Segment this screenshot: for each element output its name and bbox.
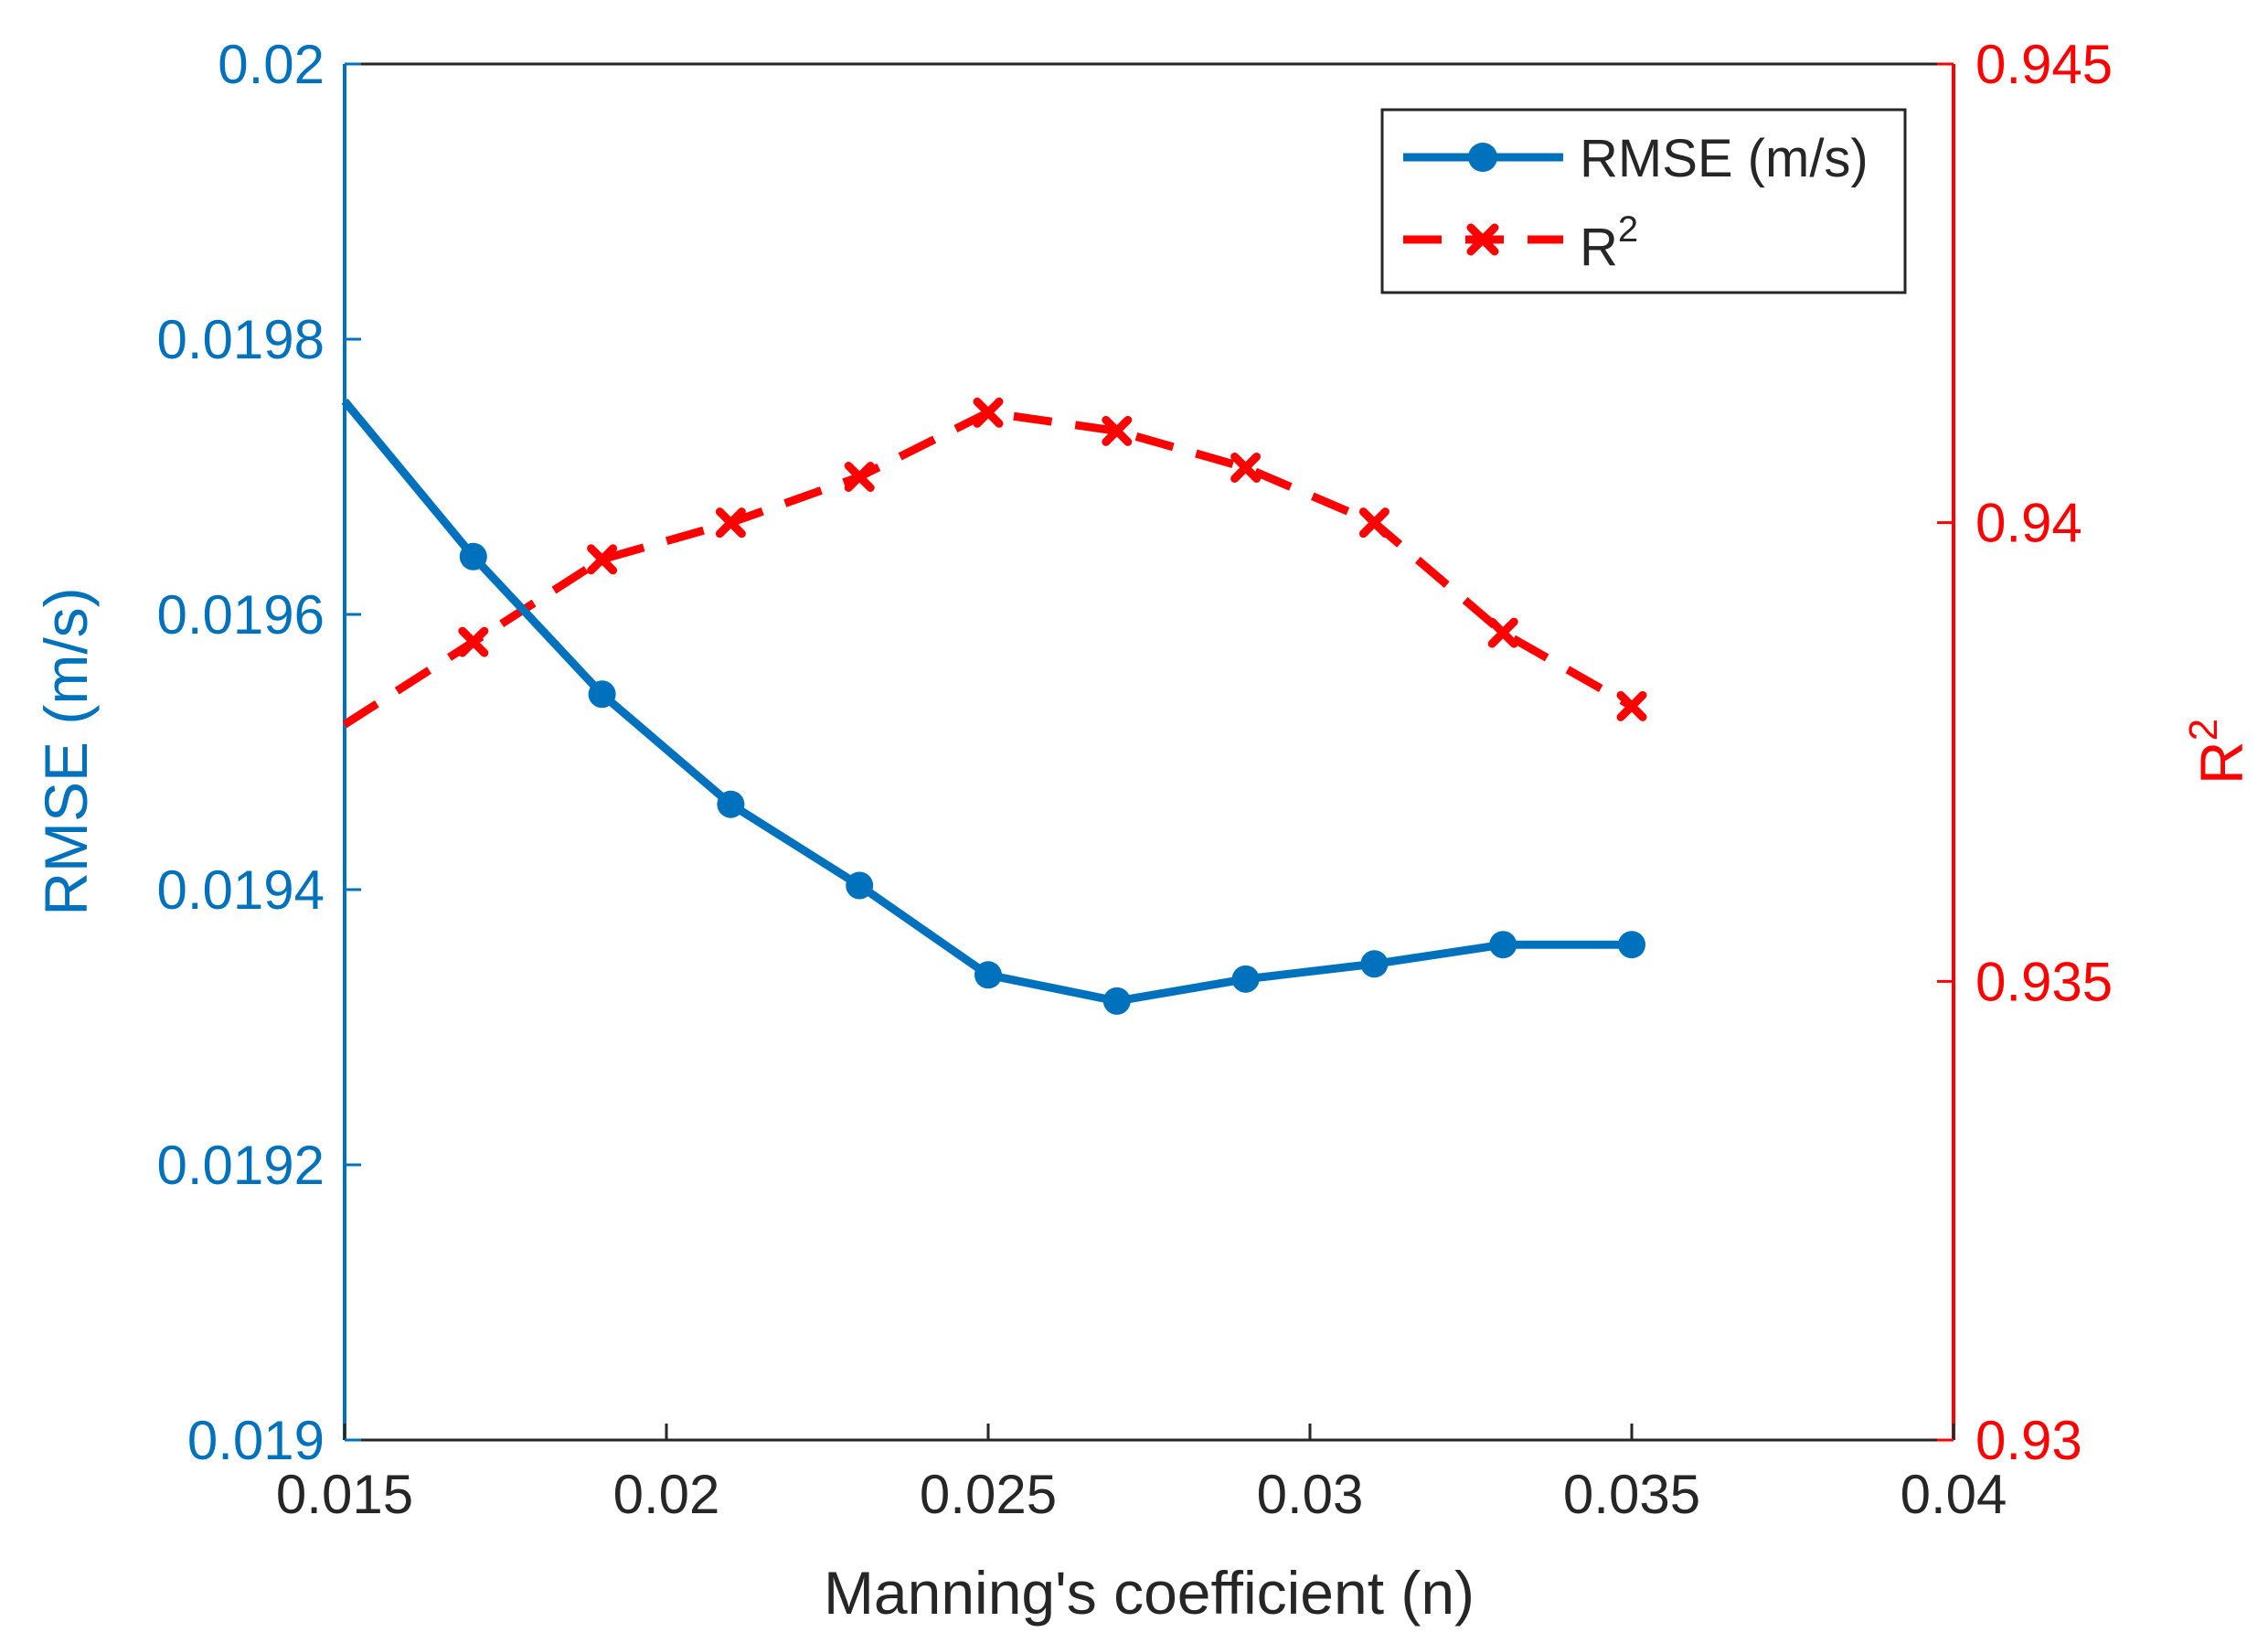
rmse-point (974, 961, 1002, 989)
y-axis-right-title-sup: 2 (2181, 719, 2226, 741)
rmse-point (459, 542, 487, 571)
series-rmse (341, 398, 1645, 1015)
r2-point (1102, 415, 1133, 446)
svg-text:R2: R2 (2181, 719, 2255, 784)
y-axis-right-ticks: 0.93 0.935 0.94 0.945 (1937, 34, 2113, 1471)
legend-box (1380, 108, 1907, 294)
x-tick-label: 0.035 (1563, 1464, 1700, 1525)
rmse-point (846, 871, 874, 900)
rmse-point (1618, 931, 1645, 959)
r2-point (1358, 507, 1390, 539)
rmse-point (1231, 965, 1260, 993)
y-left-tick-label: 0.0196 (156, 584, 325, 645)
y-axis-right-title-base: R (2188, 741, 2255, 784)
x-axis-title: Manning's coefficient (n) (824, 1559, 1475, 1627)
y-right-tick-label: 0.945 (1975, 34, 2113, 95)
r2-point (1616, 690, 1647, 721)
rmse-point (717, 790, 745, 818)
x-tick-label: 0.03 (1257, 1464, 1364, 1525)
y-left-tick-label: 0.019 (187, 1410, 325, 1471)
r2-point (1230, 452, 1262, 483)
r2-point (1487, 617, 1518, 648)
legend-r2-label: R2 (1580, 209, 1638, 277)
series-r2 (342, 397, 1647, 729)
y-right-tick-label: 0.93 (1975, 1410, 2082, 1471)
x-tick-label: 0.04 (1901, 1464, 2007, 1525)
r2-point (587, 544, 618, 575)
rmse-point (1489, 931, 1517, 959)
r2-point (973, 397, 1004, 428)
y-left-tick-label: 0.0198 (156, 309, 325, 370)
y-left-tick-label: 0.0194 (156, 859, 325, 921)
legend-r2-label-sup: 2 (1618, 209, 1638, 250)
x-tick-label: 0.025 (920, 1464, 1057, 1525)
y-axis-right-title: R2 (2181, 719, 2255, 784)
y-axis-left-ticks: 0.019 0.0192 0.0194 0.0196 0.0198 0.02 (156, 34, 361, 1471)
legend-r2-marker (1466, 223, 1499, 256)
y-right-tick-label: 0.94 (1975, 493, 2082, 554)
legend: RMSE (m/s) R2 (1380, 108, 1907, 294)
r2-point (715, 507, 746, 539)
rmse-point (1102, 987, 1131, 1015)
y-right-tick-label: 0.935 (1975, 951, 2113, 1012)
x-tick-label: 0.015 (276, 1464, 413, 1525)
rmse-point (1360, 950, 1389, 978)
x-axis-ticks: 0.015 0.02 0.025 0.03 0.035 0.04 (276, 1424, 2007, 1525)
x-tick-label: 0.02 (613, 1464, 720, 1525)
legend-rmse-label: RMSE (m/s) (1580, 129, 1869, 188)
legend-rmse-marker (1468, 143, 1497, 172)
y-axis-left-title: RMSE (m/s) (32, 587, 100, 915)
r2-point (458, 626, 489, 657)
y-left-tick-label: 0.02 (218, 34, 325, 95)
rmse-point (588, 680, 616, 709)
r2-point (844, 462, 875, 492)
y-left-tick-label: 0.0192 (156, 1135, 325, 1196)
legend-r2-label-base: R (1580, 218, 1618, 277)
